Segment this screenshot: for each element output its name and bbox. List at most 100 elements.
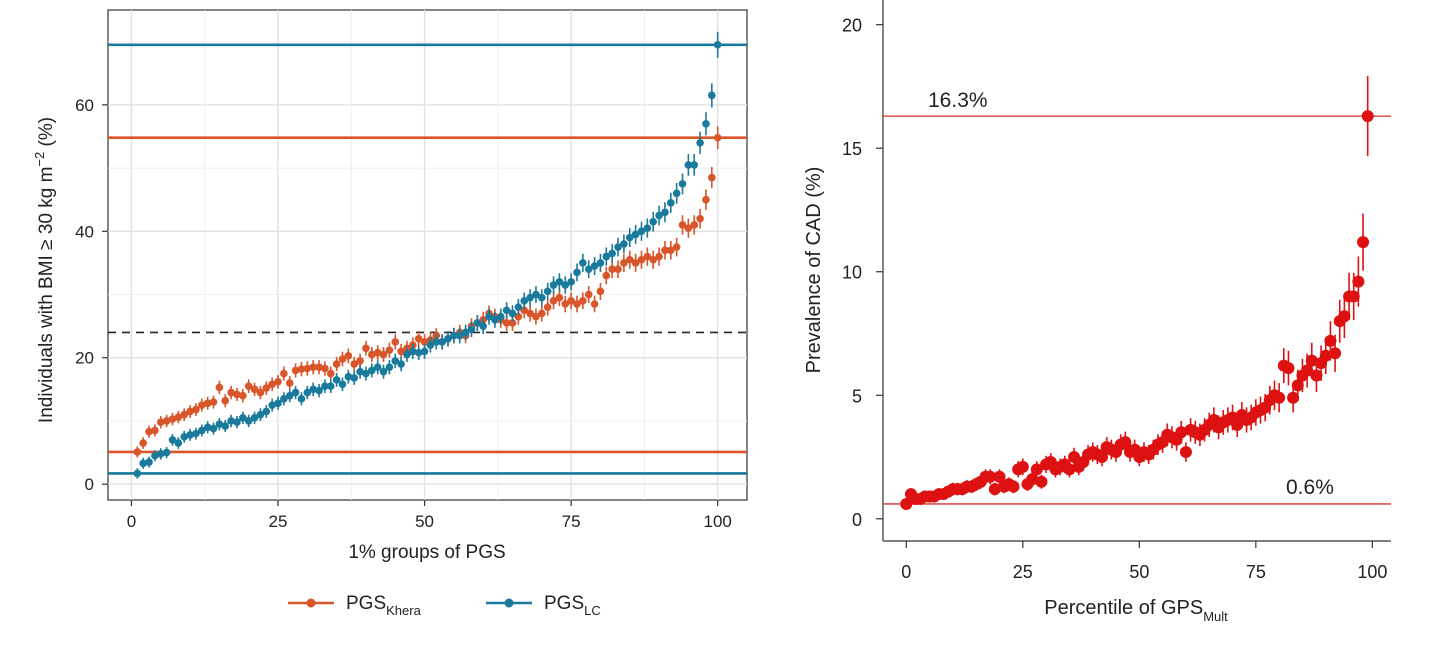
data-point [362, 344, 370, 353]
data-point [391, 338, 400, 346]
data-point [262, 407, 271, 416]
data-point [596, 259, 605, 267]
data-point [620, 259, 628, 267]
data-point [655, 211, 663, 220]
data-point [702, 195, 710, 204]
data-point [151, 426, 159, 435]
data-point [368, 366, 376, 375]
data-point [590, 300, 599, 308]
data-point [256, 388, 265, 397]
data-point [713, 133, 722, 142]
data-point [1119, 436, 1132, 449]
data-point [631, 230, 640, 239]
data-point [379, 350, 388, 359]
reference-label-high: 16.3% [928, 89, 988, 112]
data-point [285, 379, 294, 387]
data-point [244, 382, 253, 390]
data-point [156, 450, 165, 458]
data-point [1319, 349, 1332, 362]
data-point [256, 410, 265, 419]
data-point [145, 427, 153, 436]
data-point [403, 350, 411, 359]
data-point [186, 407, 194, 416]
data-point [268, 380, 276, 389]
data-point [1175, 426, 1188, 439]
data-point [696, 214, 704, 223]
data-point [1301, 364, 1314, 377]
data-point [584, 290, 593, 299]
x-tick-label: 50 [415, 512, 434, 531]
y-axis-ticks: 0 5 10 15 20 [842, 16, 883, 530]
data-point [409, 347, 417, 356]
data-point [315, 386, 323, 395]
svg-text:PGSLC: PGSLC [544, 593, 601, 618]
data-point [900, 497, 913, 510]
data-point [614, 243, 622, 251]
data-point [579, 297, 587, 305]
data-point [672, 189, 681, 198]
data-point [192, 429, 200, 438]
data-point [239, 391, 247, 400]
data-point [590, 262, 599, 270]
data-point [708, 173, 716, 182]
y-axis-ticks: 0 20 40 60 [75, 96, 108, 494]
data-point [1361, 110, 1374, 123]
data-point [520, 306, 529, 315]
data-point [485, 312, 493, 321]
data-point [192, 405, 200, 414]
data-point [321, 364, 329, 373]
data-point [350, 360, 359, 368]
data-point [180, 432, 189, 441]
data-point [543, 303, 552, 311]
x-tick-label: 0 [901, 562, 911, 582]
data-point [139, 439, 147, 447]
data-point [666, 199, 675, 207]
y-tick-label: 10 [842, 263, 862, 283]
data-point [620, 240, 628, 248]
data-point [538, 293, 546, 302]
data-point [672, 243, 681, 251]
data-point [420, 347, 429, 356]
data-point [538, 309, 546, 318]
legend-item-lc: PGSLC [486, 593, 601, 618]
data-point [1287, 391, 1300, 404]
data-point [708, 91, 716, 100]
data-point [467, 325, 476, 334]
data-point [655, 252, 663, 261]
data-point [321, 382, 329, 390]
x-tick-label: 0 [127, 512, 136, 531]
data-point [362, 369, 370, 378]
x-tick-label: 50 [1129, 562, 1149, 582]
data-point [244, 417, 253, 425]
data-point [338, 380, 347, 389]
data-point [350, 374, 359, 382]
data-point [368, 350, 376, 359]
data-point [414, 334, 423, 343]
data-point [502, 306, 511, 315]
data-point [221, 396, 230, 405]
data-point [280, 395, 288, 403]
data-point [414, 348, 423, 357]
data-point [338, 355, 347, 363]
data-point [303, 388, 312, 397]
data-point [1016, 460, 1029, 473]
data-point [168, 415, 177, 423]
data-point [649, 218, 658, 226]
x-axis-title: 1% groups of PGS [348, 542, 505, 563]
data-point [702, 120, 710, 128]
data-point [1329, 347, 1342, 360]
data-point [1231, 418, 1244, 431]
data-point [684, 161, 693, 169]
data-point [227, 388, 235, 397]
y-tick-label: 20 [75, 349, 94, 368]
data-point [631, 259, 640, 267]
data-point [1352, 275, 1365, 288]
data-point [526, 309, 534, 318]
data-point [461, 328, 470, 337]
data-point [596, 287, 605, 296]
data-point [291, 366, 300, 375]
data-point [221, 422, 230, 430]
data-point [555, 278, 564, 286]
data-point [1310, 369, 1323, 382]
